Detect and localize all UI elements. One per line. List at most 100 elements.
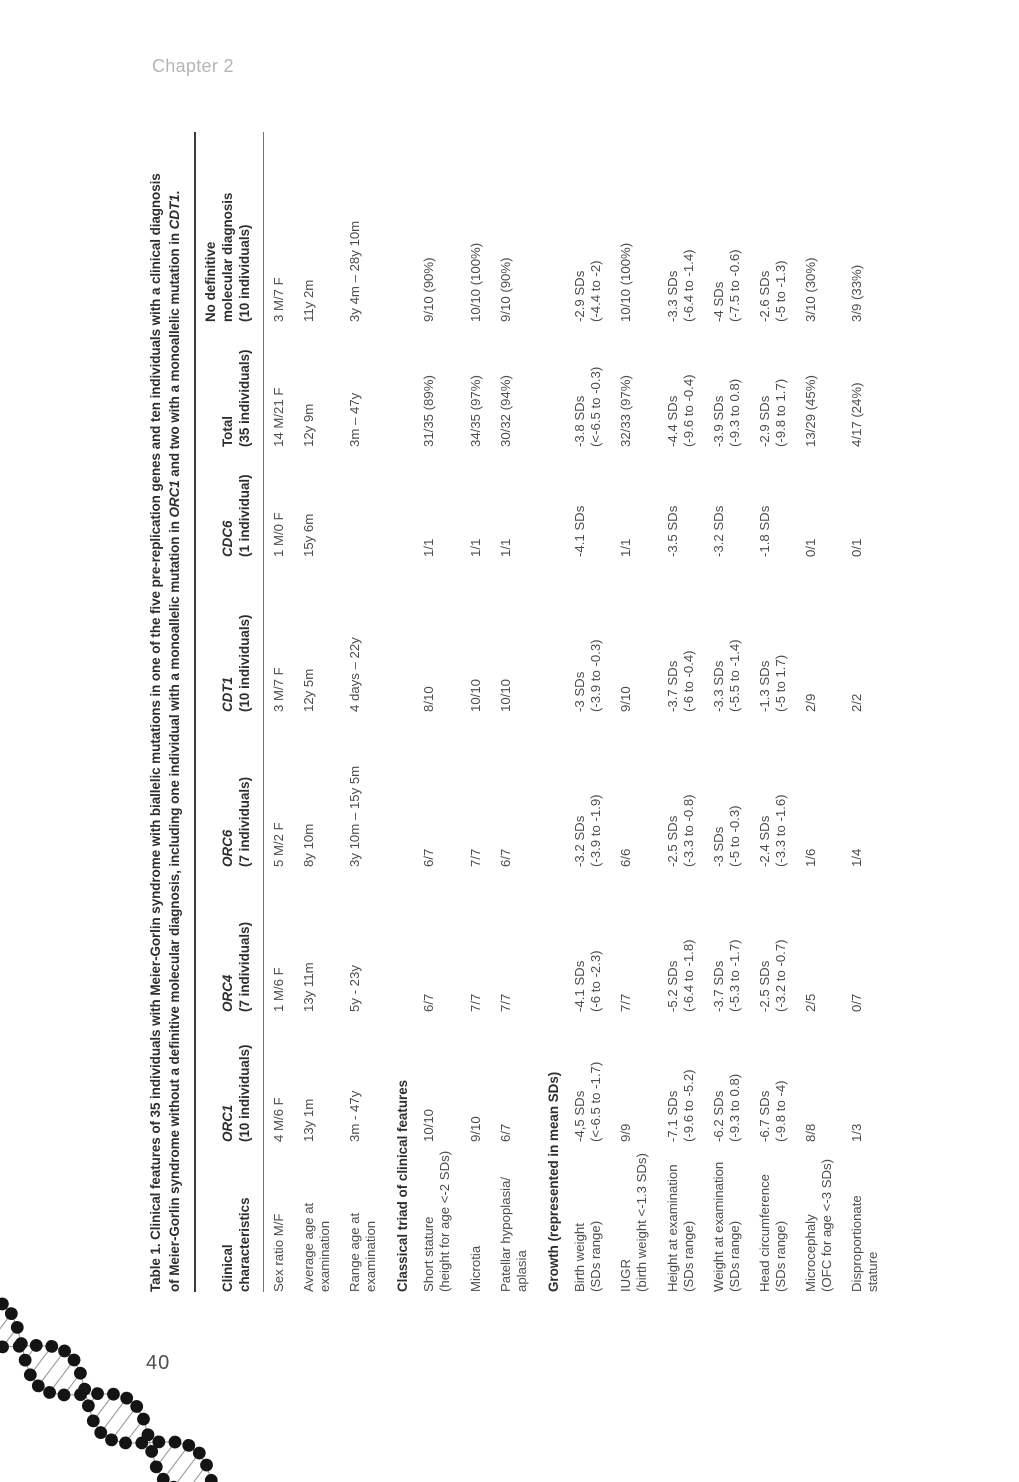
table-cell: 7/7	[461, 712, 491, 867]
cell-value-line: -1.3 SDs	[757, 563, 773, 712]
cell-value-line: -3.9 SDs	[711, 328, 727, 447]
table-cell: 1/6	[796, 712, 842, 867]
row-label: Weight at examination(SDs range)	[704, 1142, 750, 1292]
cell-value-line: -2.9 SDs	[757, 328, 773, 447]
column-header-subtitle: (35 individuals)	[237, 328, 254, 447]
table-cell: 31/35 (89%)	[414, 322, 460, 447]
column-header-line: Total	[220, 328, 237, 447]
row-label-line: (SDs range)	[773, 1148, 789, 1292]
cell-value-line: 12y 5m	[301, 563, 317, 712]
table-cell: -3.7 SDs(-5.3 to -1.7)	[704, 867, 750, 1012]
table-cell: -3.8 SDs(<-6.5 to -0.3)	[565, 322, 611, 447]
column-header: ORC1(10 individuals)	[195, 1012, 263, 1142]
table-cell: 1/4	[842, 712, 888, 867]
cell-value-line: 1/1	[468, 453, 484, 557]
cell-value-line: 3/9 (33%)	[849, 138, 865, 322]
table-cell: -4.4 SDs(-9.6 to -0.4)	[658, 322, 704, 447]
row-label-line: (SDs range)	[727, 1148, 743, 1292]
column-header-subtitle: (7 individuals)	[237, 718, 254, 867]
section-header: Classical triad of clinical features	[386, 132, 414, 1292]
column-header: CDT1(10 individuals)	[195, 557, 263, 712]
table-cell: 7/7	[611, 867, 657, 1012]
table-cell: -3.5 SDs	[658, 447, 704, 557]
cell-value-line: 11y 2m	[301, 138, 317, 322]
cell-value-line: (-5.5 to -1.4)	[727, 563, 743, 712]
cell-value-line: 5 M/2 F	[271, 718, 287, 867]
cell-value-line: -3.5 SDs	[665, 453, 681, 557]
cell-value-line: 9/9	[618, 1018, 634, 1142]
cell-value-line: 3m – 47y	[347, 328, 363, 447]
cell-value-line: (<-6.5 to -0.3)	[588, 328, 604, 447]
table-cell: -2.5 SDs(-3.2 to -0.7)	[750, 867, 796, 1012]
row-label-line: Average age at	[301, 1148, 317, 1292]
row-label-line: Microtia	[468, 1148, 484, 1292]
cell-value-line: (-4.4 to -2)	[588, 138, 604, 322]
column-header: Total(35 individuals)	[195, 322, 263, 447]
page-number: 40	[146, 1352, 170, 1375]
cell-value-line: (-9.8 to -4)	[773, 1018, 789, 1142]
table-cell: 1 M/0 F	[263, 447, 294, 557]
cell-value-line: 15y 6m	[301, 453, 317, 557]
title-text: and two with a monoallelic mutation in	[167, 229, 182, 480]
table-cell: 10/10	[461, 557, 491, 712]
cell-value-line: -3.8 SDs	[572, 328, 588, 447]
row-label-line: (OFC for age <-3 SDs)	[819, 1148, 835, 1292]
row-label-line: Height at examination	[665, 1148, 681, 1292]
cell-value-line: 1/6	[803, 718, 819, 867]
row-label-line: IUGR	[618, 1148, 634, 1292]
table-cell: 6/7	[491, 1012, 537, 1142]
cell-value-line: -2.6 SDs	[757, 138, 773, 322]
column-header-subtitle: (10 individuals)	[237, 563, 254, 712]
cell-value-line: 6/7	[421, 873, 437, 1012]
table-cell: 13y 11m	[294, 867, 340, 1012]
cell-value-line: 1 M/0 F	[271, 453, 287, 557]
cell-value-line: 4 days – 22y	[347, 563, 363, 712]
table-cell: 34/35 (97%)	[461, 322, 491, 447]
table-cell: 15y 6m	[294, 447, 340, 557]
table-cell: 6/7	[414, 867, 460, 1012]
cell-value-line: -6.7 SDs	[757, 1018, 773, 1142]
table-cell: 14 M/21 F	[263, 322, 294, 447]
table-cell	[340, 447, 386, 557]
table-cell: 10/10 (100%)	[461, 132, 491, 322]
cell-value-line: 31/35 (89%)	[421, 328, 437, 447]
table-cell: 9/10 (90%)	[414, 132, 460, 322]
cell-value-line: (-3.3 to -1.6)	[773, 718, 789, 867]
table-cell: 3y 10m – 15y 5m	[340, 712, 386, 867]
table-cell: 5 M/2 F	[263, 712, 294, 867]
cell-value-line: 13y 11m	[301, 873, 317, 1012]
row-label-line: examination	[363, 1148, 379, 1292]
cell-value-line: 32/33 (97%)	[618, 328, 634, 447]
table-cell: -3.3 SDs(-6.4 to -1.4)	[658, 132, 704, 322]
cell-value-line: (-9.8 to 1.7)	[773, 328, 789, 447]
column-header-subtitle: (7 individuals)	[237, 873, 254, 1012]
row-label-line: Microcephaly	[803, 1148, 819, 1292]
column-header: ORC6(7 individuals)	[195, 712, 263, 867]
cell-value-line: -7.1 SDs	[665, 1018, 681, 1142]
cell-value-line: 4 M/6 F	[271, 1018, 287, 1142]
table-cell: 3 M/7 F	[263, 557, 294, 712]
column-header: ORC4(7 individuals)	[195, 867, 263, 1012]
table-cell: 3 M/7 F	[263, 132, 294, 322]
table-cell: 2/2	[842, 557, 888, 712]
table-cell: -6.2 SDs(-9.3 to 0.8)	[704, 1012, 750, 1142]
table-cell: 3m – 47y	[340, 322, 386, 447]
cell-value-line: (<-6.5 to -1.7)	[588, 1018, 604, 1142]
cell-value-line: 13/29 (45%)	[803, 328, 819, 447]
table-cell: 6/6	[611, 712, 657, 867]
row-label: Microtia	[461, 1142, 491, 1292]
cell-value-line: (-3.9 to -0.3)	[588, 563, 604, 712]
table-cell: -1.3 SDs(-5 to 1.7)	[750, 557, 796, 712]
table-title: Table 1. Clinical features of 35 individ…	[146, 132, 184, 1292]
cell-value-line: (-5 to -0.3)	[727, 718, 743, 867]
cell-value-line: -6.2 SDs	[711, 1018, 727, 1142]
cell-value-line: 30/32 (94%)	[498, 328, 514, 447]
table-cell: 9/10 (90%)	[491, 132, 537, 322]
cell-value-line: 3y 4m – 28y 10m	[347, 138, 363, 322]
cell-value-line: 12y 9m	[301, 328, 317, 447]
